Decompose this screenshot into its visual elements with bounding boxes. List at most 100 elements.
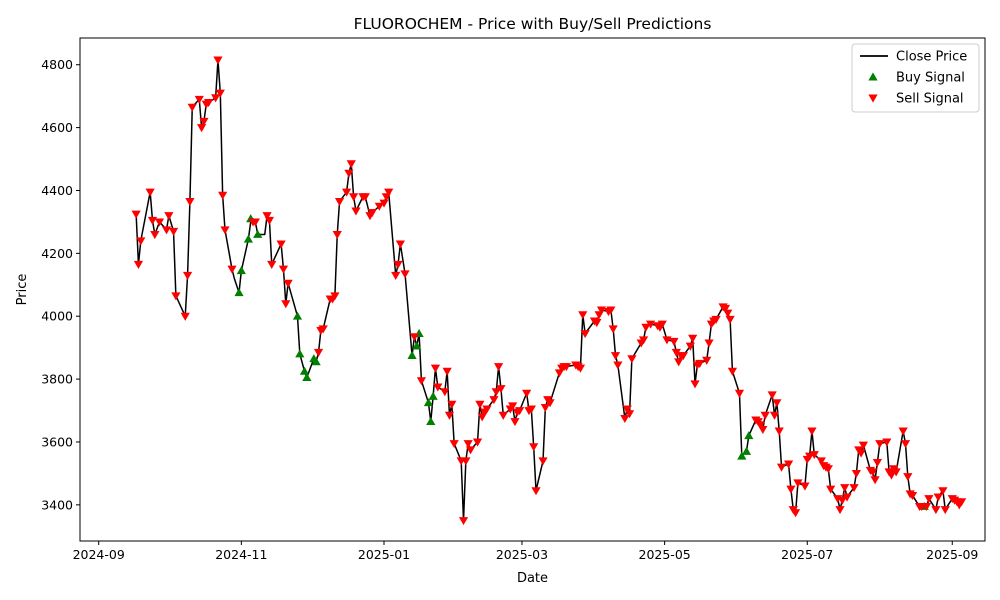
- sell-signal-marker: [281, 300, 291, 309]
- buy-signal-marker: [744, 431, 754, 440]
- sell-signal-marker: [218, 191, 228, 200]
- sell-signal-marker: [204, 98, 214, 108]
- legend-sell-marker: [868, 94, 878, 103]
- sell-signal-marker: [957, 498, 967, 507]
- sell-signal-marker: [227, 265, 237, 274]
- buy-signal-marker: [737, 451, 747, 460]
- buy-signal-marker: [234, 288, 244, 297]
- sell-signal-marker: [688, 334, 698, 343]
- sell-signal-marker: [783, 460, 794, 469]
- sell-signal-marker: [136, 237, 146, 246]
- sell-signal-marker: [351, 207, 361, 216]
- sell-signal-marker: [882, 438, 892, 447]
- sell-signal-marker: [199, 117, 209, 126]
- sell-signal-marker: [458, 517, 469, 526]
- sell-signal-marker: [346, 160, 356, 169]
- sell-signal-marker: [344, 169, 354, 178]
- sell-signal-marker: [772, 399, 782, 408]
- sell-signal-marker: [465, 446, 476, 455]
- sell-signal-marker: [545, 399, 555, 408]
- sell-signal-marker: [835, 506, 845, 515]
- sell-signal-marker: [168, 227, 179, 236]
- plot-frame: [79, 37, 986, 542]
- sell-signal-marker: [774, 427, 784, 436]
- sell-signal-marker: [702, 356, 712, 365]
- sell-signal-marker: [624, 410, 635, 419]
- sell-signal-marker: [933, 493, 943, 502]
- sell-signal-marker: [133, 260, 144, 269]
- sell-signal-marker: [211, 94, 221, 103]
- sell-signal-marker: [645, 320, 656, 329]
- sell-signal-marker: [409, 333, 420, 342]
- sell-signal-marker: [580, 330, 590, 339]
- y-tick-label: 4400: [41, 183, 73, 198]
- buy-signal-marker: [302, 372, 312, 381]
- sell-signal-marker: [171, 292, 181, 301]
- sell-signal-marker: [213, 56, 223, 65]
- sell-signal-marker: [592, 319, 602, 328]
- sell-signal-marker: [606, 306, 616, 315]
- sell-signal-marker: [496, 385, 506, 394]
- sell-signal-marker: [734, 389, 745, 398]
- sell-signal-marker: [374, 202, 384, 211]
- sell-signal-marker: [400, 270, 410, 279]
- sell-signal-marker: [540, 403, 550, 412]
- sell-signal-marker: [561, 363, 572, 372]
- sell-signal-marker: [674, 358, 684, 367]
- sell-signal-marker: [440, 388, 450, 397]
- sell-signal-marker: [197, 124, 207, 133]
- sell-signal-marker: [161, 226, 172, 235]
- sell-signal-marker: [723, 309, 733, 318]
- sell-signal-marker: [837, 496, 847, 505]
- sell-signal-marker: [164, 212, 174, 221]
- sell-signal-marker: [334, 198, 345, 207]
- x-tick-label: 2025-07: [781, 547, 833, 562]
- sell-signal-marker: [610, 352, 621, 361]
- sell-signal-marker: [793, 479, 803, 488]
- sell-signal-marker: [147, 216, 158, 225]
- sell-signal-marker: [678, 352, 688, 361]
- sell-signal-marker: [760, 411, 770, 420]
- sell-signal-marker: [685, 342, 695, 351]
- sell-signal-marker: [250, 218, 260, 227]
- sell-signal-marker: [276, 240, 286, 249]
- legend: Close Price Buy Signal Sell Signal: [851, 43, 980, 113]
- sell-signal-marker: [349, 193, 359, 202]
- y-tick-label: 3800: [41, 372, 73, 387]
- sell-signal-marker: [809, 451, 819, 460]
- sell-signal-marker: [720, 304, 731, 313]
- sell-signal-marker: [430, 364, 441, 373]
- sell-signal-marker: [264, 216, 275, 225]
- sell-signal-marker: [872, 458, 883, 468]
- sell-signal-marker: [416, 377, 427, 386]
- sell-signal-marker: [145, 188, 155, 197]
- sell-signal-marker: [332, 231, 342, 240]
- sell-signal-marker: [790, 509, 801, 518]
- sell-signal-marker: [886, 471, 897, 480]
- buy-signal-marker: [253, 229, 263, 238]
- y-tick-label: 3400: [41, 497, 73, 512]
- sell-signal-marker: [641, 323, 651, 332]
- y-axis-label: Price: [15, 274, 30, 306]
- sell-signal-marker: [384, 188, 394, 197]
- sell-signal-marker: [463, 440, 473, 449]
- sell-signal-marker: [489, 396, 499, 405]
- sell-signal-marker: [807, 427, 817, 436]
- sell-signal-marker: [826, 485, 836, 494]
- sell-signal-marker: [842, 493, 852, 502]
- sell-signal-marker: [262, 212, 272, 221]
- x-tick-label: 2025-05: [639, 547, 691, 562]
- sell-signal-marker: [393, 260, 403, 269]
- sell-signal-marker: [620, 414, 630, 423]
- sell-signal-marker: [522, 389, 532, 398]
- sell-signal-marker: [313, 348, 324, 357]
- sell-signal-marker: [491, 388, 501, 397]
- sell-signal-marker: [180, 312, 190, 321]
- sell-signal-marker: [278, 265, 289, 274]
- buy-signal-marker: [412, 341, 422, 350]
- sell-signal-marker: [924, 495, 934, 504]
- x-axis-label: Date: [517, 571, 548, 586]
- buy-signal-marker: [423, 398, 434, 407]
- sell-signal-marker: [508, 402, 518, 411]
- x-tick-label: 2024-09: [73, 547, 125, 562]
